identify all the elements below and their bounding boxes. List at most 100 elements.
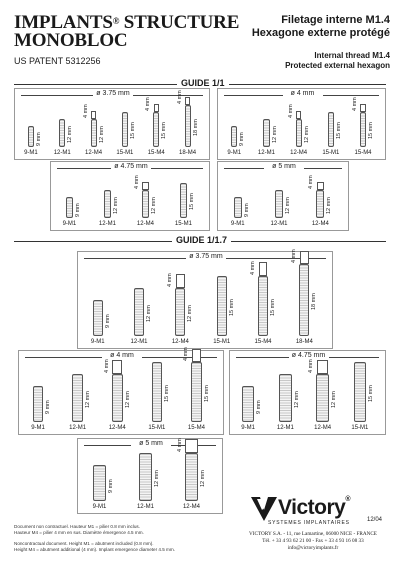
header-french: Filetage interne M1.4 Hexagone externe p… bbox=[252, 14, 390, 40]
dimension-label: 12 mm bbox=[113, 197, 120, 214]
implant-drawing bbox=[103, 189, 112, 218]
guide1-heading: GUIDE 1/1 bbox=[177, 78, 229, 88]
implant-drawing bbox=[327, 111, 334, 147]
dimension-label: 12 mm bbox=[154, 470, 161, 488]
dimension-label: 9 mm bbox=[45, 400, 52, 415]
dimension-label: 4 mm bbox=[351, 97, 358, 111]
brand-registered: ® bbox=[345, 496, 350, 503]
implant-code-label: 9-M1 bbox=[227, 150, 242, 156]
implant-drawing bbox=[72, 374, 83, 422]
implant-code-label: 9-M1 bbox=[24, 150, 38, 156]
implant-panel: ø 3.75 mm 9 mm 9-M1 12 mm 12-M1 4 mm 12 mm 12-M… bbox=[77, 249, 333, 349]
implant-code-label: 9-M1 bbox=[92, 504, 107, 510]
implant-code-label: 15-M4 bbox=[354, 150, 372, 156]
dimension-label: 9 mm bbox=[243, 203, 250, 218]
dimension-label: 9 mm bbox=[239, 132, 246, 147]
implant-code-label: 18-M4 bbox=[295, 339, 313, 345]
implant-panel: ø 4 mm 9 mm 9-M1 12 mm 12-M1 4 mm 12 mm 12-M4 15… bbox=[217, 88, 386, 160]
implant-code-label: 12-M4 bbox=[108, 425, 126, 431]
dimension-label: 4 mm bbox=[308, 359, 315, 374]
dimension-label: 4 mm bbox=[308, 175, 315, 189]
header-en-line2: Protected external hexagon bbox=[285, 61, 390, 70]
implant-code-label: 12-M1 bbox=[53, 150, 71, 156]
implant-drawing bbox=[184, 453, 199, 501]
implant-drawing bbox=[92, 300, 103, 336]
header-fr-line1: Filetage interne M1.4 bbox=[281, 14, 390, 26]
implant-code-label: 12-M1 bbox=[136, 504, 154, 510]
implant-panel: ø 4.75 mm 9 mm 9-M1 12 mm 12-M1 4 mm 12 mm 12-M… bbox=[229, 350, 386, 435]
brand-phone: Tél. + 33 4 93 62 21 00 - Fax + 33 4 93 … bbox=[262, 538, 364, 544]
implant-drawing bbox=[184, 104, 191, 147]
implant-drawing bbox=[275, 189, 283, 218]
patent-number: US PATENT 5312256 bbox=[14, 56, 101, 66]
implant-drawing bbox=[258, 276, 268, 336]
implant-drawing bbox=[231, 125, 238, 147]
dimension-label: 12 mm bbox=[293, 391, 300, 409]
implant-code-label: 9-M1 bbox=[230, 221, 245, 227]
dimension-label: 15 mm bbox=[164, 385, 171, 403]
implant-code-label: 15-M1 bbox=[148, 425, 166, 431]
implant-drawing bbox=[316, 189, 325, 218]
footnote-en-line1: Noncontractual document. Height M1 = abu… bbox=[14, 541, 154, 546]
implant-drawing bbox=[216, 276, 227, 336]
dimension-label: 12 mm bbox=[151, 197, 158, 214]
footnote-english: Noncontractual document. Height M1 = abu… bbox=[14, 541, 175, 553]
implant-drawing bbox=[263, 118, 270, 147]
dimension-label: 12 mm bbox=[145, 305, 152, 323]
header-english: Internal thread M1.4 Protected external … bbox=[285, 51, 390, 71]
abutment-drawing bbox=[258, 262, 268, 277]
implant-drawing bbox=[316, 374, 329, 422]
implant-drawing bbox=[151, 362, 163, 422]
implant-drawing bbox=[359, 111, 367, 147]
implant-code-label: 15-M1 bbox=[213, 339, 231, 345]
implant-drawing bbox=[233, 196, 242, 218]
dimension-label: 15 mm bbox=[368, 385, 375, 403]
victory-logo-icon bbox=[251, 497, 277, 521]
implant-code-label: 15-M4 bbox=[147, 150, 165, 156]
implant-panel: ø 4 mm 9 mm 9-M1 12 mm 12-M1 4 mm 12 mm 12-M4 15… bbox=[18, 347, 224, 435]
implant-code-label: 12-M4 bbox=[311, 221, 329, 227]
dimension-label: 9 mm bbox=[104, 314, 111, 329]
abutment-drawing bbox=[91, 110, 97, 119]
dimension-label: 15 mm bbox=[228, 299, 235, 317]
dimension-label: 15 mm bbox=[203, 385, 210, 403]
implant-drawing bbox=[241, 386, 255, 422]
abutment-drawing bbox=[112, 360, 122, 375]
dimension-label: 18 mm bbox=[192, 119, 199, 136]
dimension-label: 4 mm bbox=[183, 347, 190, 362]
implant-drawing bbox=[179, 182, 188, 218]
dimension-label: 12 mm bbox=[200, 470, 207, 488]
abutment-drawing bbox=[185, 439, 198, 454]
footnote-en-line2: Height M4 = abutment additional (4 mm). … bbox=[14, 547, 175, 552]
implant-panel: ø 5 mm 9 mm 9-M1 12 mm 12-M1 4 mm 12 mm 12-M4 bbox=[217, 161, 349, 231]
footnote-fr-line2: Hauteur M4 = pilier 4 mm en sus. Diamètr… bbox=[14, 530, 144, 535]
implant-drawing bbox=[279, 374, 292, 422]
implant-code-label: 18-M4 bbox=[179, 150, 197, 156]
implant-code-label: 15-M1 bbox=[174, 221, 192, 227]
brand-address-block: VICTORY S.A. - 11, rue Lamartine, 06000 … bbox=[228, 531, 398, 552]
abutment-drawing bbox=[153, 103, 159, 112]
dimension-label: 12 mm bbox=[84, 391, 91, 409]
implant-drawing bbox=[92, 465, 107, 501]
implant-panel: ø 4.75 mm 9 mm 9-M1 12 mm 12-M1 4 mm 12 mm 12-M… bbox=[50, 161, 210, 231]
dimension-label: 9 mm bbox=[256, 400, 263, 415]
implant-drawing bbox=[299, 264, 310, 336]
implant-code-label: 15-M4 bbox=[254, 339, 272, 345]
dimension-label: 12 mm bbox=[124, 391, 131, 409]
implant-drawing bbox=[191, 362, 202, 422]
dimension-label: 4 mm bbox=[82, 104, 89, 118]
implant-code-label: 12-M4 bbox=[136, 221, 154, 227]
footnote-fr-line1: Document non contractuel. Hauteur M1 = p… bbox=[14, 524, 141, 529]
dimension-label: 15 mm bbox=[161, 122, 168, 140]
dimension-label: 4 mm bbox=[133, 175, 140, 189]
implant-drawing bbox=[141, 189, 150, 218]
implant-code-label: 15-M1 bbox=[116, 150, 134, 156]
implant-code-label: 15-M4 bbox=[187, 425, 205, 431]
implant-code-label: 15-M1 bbox=[351, 425, 369, 431]
diameter-label: ø 4 mm bbox=[102, 352, 142, 359]
implant-code-label: 12-M4 bbox=[314, 425, 332, 431]
abutment-drawing bbox=[142, 181, 149, 190]
abutment-drawing bbox=[316, 360, 329, 375]
title-line2: MONOBLOC bbox=[14, 30, 128, 51]
implant-drawing bbox=[153, 111, 160, 147]
